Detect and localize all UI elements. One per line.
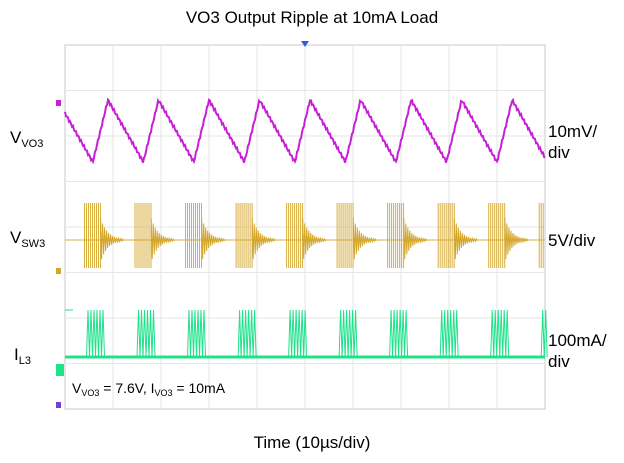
sw3-switching-burst xyxy=(387,203,405,268)
channel-label-vo3: VVO3 xyxy=(10,128,44,150)
sw3-switching-burst xyxy=(84,203,101,268)
trigger-position-marker xyxy=(301,41,309,47)
sw3-switching-burst xyxy=(437,203,455,268)
sw3-ringing-decay xyxy=(453,217,478,260)
vo3-channel-marker xyxy=(56,100,61,106)
x-axis-label: Time (10µs/div) xyxy=(253,433,371,452)
il3-current-pulse xyxy=(136,309,156,358)
channel-label-il3: IL3 xyxy=(14,345,31,367)
sw3-ringing-decay xyxy=(251,217,276,260)
scale-label-sw3: 5V/div xyxy=(548,231,596,250)
il3-current-pulse xyxy=(237,309,257,358)
il3-channel-marker xyxy=(56,364,64,376)
il3-current-pulse xyxy=(490,309,510,358)
sw3-ringing-decay xyxy=(302,217,327,260)
sw3-switching-burst xyxy=(286,203,304,268)
test-condition: VVO3 = 7.6V, IVO3 = 10mA xyxy=(72,380,226,398)
scale-label-vo3: 10mV/ div xyxy=(548,122,598,162)
sw3-ringing-decay xyxy=(100,217,125,260)
scale-label-il3: 100mA/ div xyxy=(548,331,607,371)
il3-current-pulse xyxy=(439,309,459,358)
il3-current-pulse xyxy=(288,309,308,358)
sw3-ringing-decay xyxy=(352,217,377,260)
il3-current-pulse xyxy=(338,309,358,358)
il3-current-pulse xyxy=(540,309,548,358)
sw3-switching-burst xyxy=(538,203,544,268)
sw3-switching-burst xyxy=(134,203,152,268)
sw3-switching-burst xyxy=(488,203,506,268)
chart-title: VO3 Output Ripple at 10mA Load xyxy=(185,8,439,27)
il3-current-pulse xyxy=(389,309,409,358)
channel-label-sw3: VSW3 xyxy=(10,228,46,250)
sw3-switching-burst xyxy=(235,203,253,268)
il3-current-pulse xyxy=(86,309,105,358)
channel2-marker xyxy=(56,402,61,408)
sw3-ringing-decay xyxy=(504,217,529,260)
sw3-switching-burst xyxy=(336,203,354,268)
vo3-ripple-trace xyxy=(64,97,546,165)
il3-current-pulse xyxy=(187,309,206,358)
sw3-ringing-decay xyxy=(150,217,175,260)
sw3-ringing-decay xyxy=(403,217,428,260)
sw3-channel-marker xyxy=(56,268,61,274)
sw3-ringing-decay xyxy=(201,217,226,260)
sw3-switching-burst xyxy=(185,203,202,268)
